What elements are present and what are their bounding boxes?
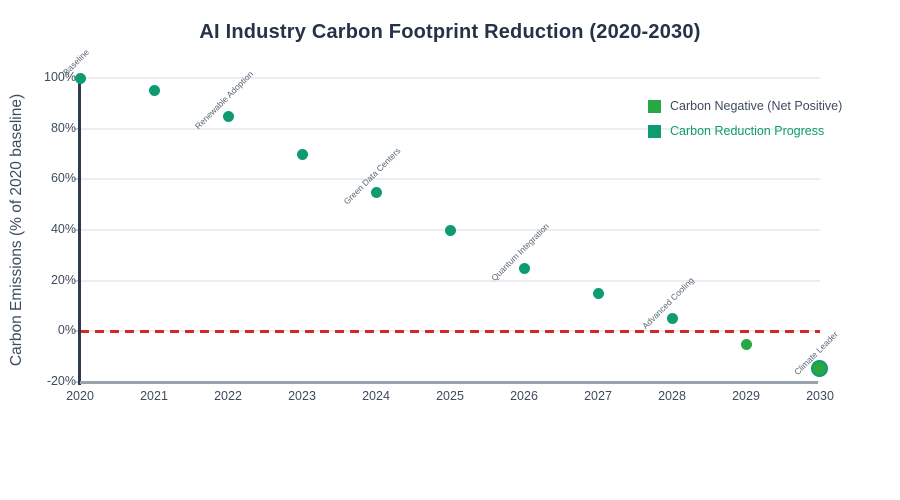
data-point-2020 — [74, 72, 86, 84]
legend-item-carbon-reduction-progress: Carbon Reduction Progress — [648, 124, 842, 138]
x-tick-label: 2023 — [288, 389, 316, 403]
x-tick-label: 2021 — [140, 389, 168, 403]
y-tick-label: -20% — [46, 374, 76, 388]
data-point-2021 — [148, 85, 160, 97]
y-tick-mark — [74, 330, 79, 333]
y-tick-label: 20% — [50, 272, 76, 287]
data-point-2030 — [811, 360, 828, 378]
y-tick-label: 100% — [44, 70, 76, 84]
y-tick-label: 0% — [57, 323, 76, 338]
annotation-green-data-centers: Green Data Centers — [341, 145, 403, 207]
data-point-2028 — [666, 313, 678, 325]
y-tick-mark — [74, 178, 79, 181]
legend: Carbon Negative (Net Positive) Carbon Red… — [648, 99, 842, 149]
gridline — [80, 279, 820, 282]
annotation-baseline: Baseline — [60, 46, 92, 78]
data-point-2029 — [740, 338, 752, 350]
y-tick-label: 40% — [50, 222, 76, 236]
y-axis-spine — [78, 78, 81, 385]
data-point-2023 — [296, 148, 308, 160]
zero-reference-line — [80, 330, 820, 333]
y-tick-mark — [74, 229, 79, 231]
y-tick-mark — [74, 279, 79, 282]
x-tick-label: 2020 — [66, 389, 94, 403]
y-tick-label: 60% — [50, 171, 76, 186]
x-tick-label: 2029 — [732, 389, 760, 403]
y-tick-mark — [74, 127, 79, 130]
legend-label: Carbon Reduction Progress — [670, 124, 825, 138]
x-tick-label: 2030 — [806, 389, 834, 403]
data-point-2027 — [592, 287, 604, 299]
x-tick-label: 2028 — [658, 389, 686, 403]
x-tick-label: 2025 — [436, 389, 464, 403]
x-tick-label: 2027 — [584, 389, 612, 403]
legend-marker-icon — [648, 99, 661, 113]
gridline — [80, 77, 820, 79]
gridline — [80, 178, 820, 181]
x-axis-spine — [80, 381, 818, 384]
data-point-2026 — [518, 262, 530, 274]
x-tick-label: 2026 — [510, 389, 538, 403]
legend-label: Carbon Negative (Net Positive) — [670, 99, 843, 113]
y-tick-mark — [74, 381, 79, 383]
legend-item-carbon-negative-net-positive: Carbon Negative (Net Positive) — [648, 99, 842, 113]
legend-marker-icon — [648, 124, 661, 138]
gridline — [80, 127, 820, 130]
data-point-2022 — [222, 110, 234, 122]
data-point-2025 — [444, 224, 456, 236]
x-tick-label: 2024 — [362, 389, 390, 403]
chart-title: AI Industry Carbon Footprint Reduction (… — [199, 21, 701, 43]
y-tick-label: 80% — [50, 120, 76, 135]
data-point-2024 — [370, 186, 382, 198]
x-tick-label: 2022 — [214, 389, 242, 403]
